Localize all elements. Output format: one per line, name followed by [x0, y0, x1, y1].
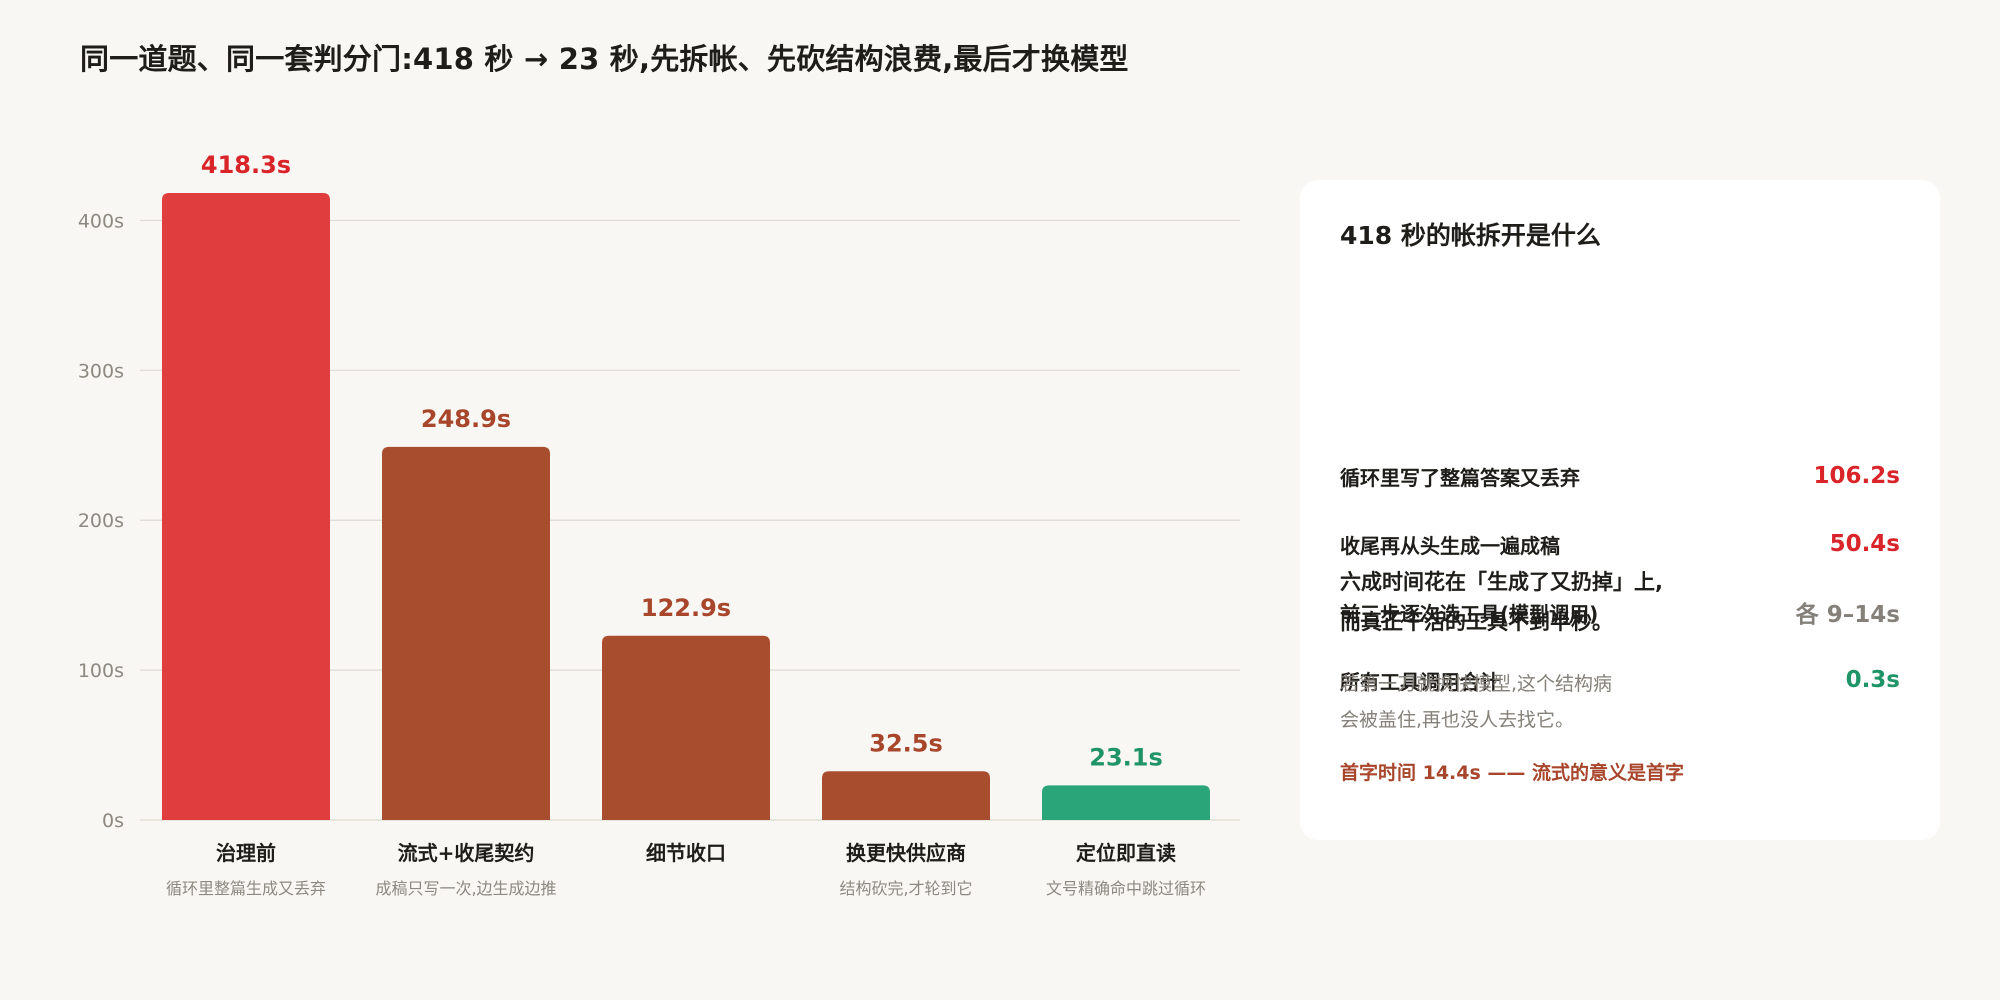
note-line: 会被盖住,再也没人去找它。: [1340, 709, 1575, 731]
bars: [162, 193, 1210, 820]
bar: [822, 771, 990, 820]
bar: [382, 446, 550, 820]
bar: [162, 193, 330, 820]
category-label: 细节收口: [646, 841, 726, 865]
y-tick-label: 400s: [78, 210, 124, 232]
breakdown-row-label: 循环里写了整篇答案又丢弃: [1340, 465, 1580, 490]
value-label: 418.3s: [201, 151, 291, 179]
breakdown-panel: 418 秒的帐拆开是什么 循环里写了整篇答案又丢弃 106.2s 收尾再从头生成…: [1300, 180, 1940, 840]
category-subtitle: 结构砍完,才轮到它: [839, 879, 972, 898]
breakdown-row-value: 106.2s: [1813, 463, 1900, 489]
category-label: 流式+收尾契约: [398, 841, 535, 865]
y-tick-label: 200s: [78, 510, 124, 532]
breakdown-row-label: 所有工具调用合计: [1340, 669, 1500, 694]
footnote: 首字时间 14.4s —— 流式的意义是首字: [1340, 762, 1685, 784]
summary-line: 六成时间花在「生成了又扔掉」上,: [1340, 570, 1663, 594]
value-label: 32.5s: [869, 729, 943, 757]
breakdown-row-label: 前三步逐次选工具(模型调用): [1340, 601, 1599, 626]
y-tick-label: 0s: [102, 810, 124, 832]
breakdown-row-value: 50.4s: [1829, 531, 1900, 557]
summary-text: 六成时间花在「生成了又扔掉」上, 而真正干活的工具不到半秒。: [1340, 562, 1663, 642]
y-axis-ticks: 0s 100s 200s 300s 400s: [78, 210, 124, 832]
breakdown-row-value: 各 9–14s: [1795, 602, 1900, 628]
bar: [602, 635, 770, 820]
breakdown-row-value: 0.3s: [1845, 667, 1900, 693]
y-tick-label: 300s: [78, 360, 124, 382]
bar-chart: 0s 100s 200s 300s 400s 418.3s 248.9s 122.9s 32.…: [78, 151, 1240, 898]
y-tick-label: 100s: [78, 660, 124, 682]
value-label: 122.9s: [641, 594, 731, 622]
summary-line: 而真正干活的工具不到半秒。: [1340, 610, 1613, 634]
value-labels: 418.3s 248.9s 122.9s 32.5s 23.1s: [201, 151, 1163, 771]
note-text: 若第一刀就换快模型,这个结构病 会被盖住,再也没人去找它。: [1340, 666, 1612, 738]
breakdown-row: 前三步逐次选工具(模型调用) 各 9–14s: [1340, 592, 1900, 632]
panel-title: 418 秒的帐拆开是什么: [1340, 221, 1601, 250]
category-subtitle: 成稿只写一次,边生成边推: [375, 879, 556, 898]
value-label: 248.9s: [421, 405, 511, 433]
category-subtitle: 循环里整篇生成又丢弃: [166, 879, 326, 898]
breakdown-row: 所有工具调用合计 0.3s: [1340, 660, 1900, 700]
breakdown-row: 循环里写了整篇答案又丢弃 106.2s: [1340, 456, 1900, 496]
value-label: 23.1s: [1089, 743, 1163, 771]
note-line: 若第一刀就换快模型,这个结构病: [1340, 673, 1613, 695]
category-label: 治理前: [216, 841, 276, 865]
category-label: 换更快供应商: [846, 841, 966, 865]
category-subtitle: 文号精确命中跳过循环: [1046, 879, 1206, 898]
category-label: 定位即直读: [1076, 841, 1176, 865]
bar: [1042, 785, 1210, 820]
breakdown-row-label: 收尾再从头生成一遍成稿: [1340, 533, 1560, 558]
breakdown-row: 收尾再从头生成一遍成稿 50.4s: [1340, 524, 1900, 564]
page-title: 同一道题、同一套判分门:418 秒 → 23 秒,先拆帐、先砍结构浪费,最后才换…: [80, 42, 1129, 76]
